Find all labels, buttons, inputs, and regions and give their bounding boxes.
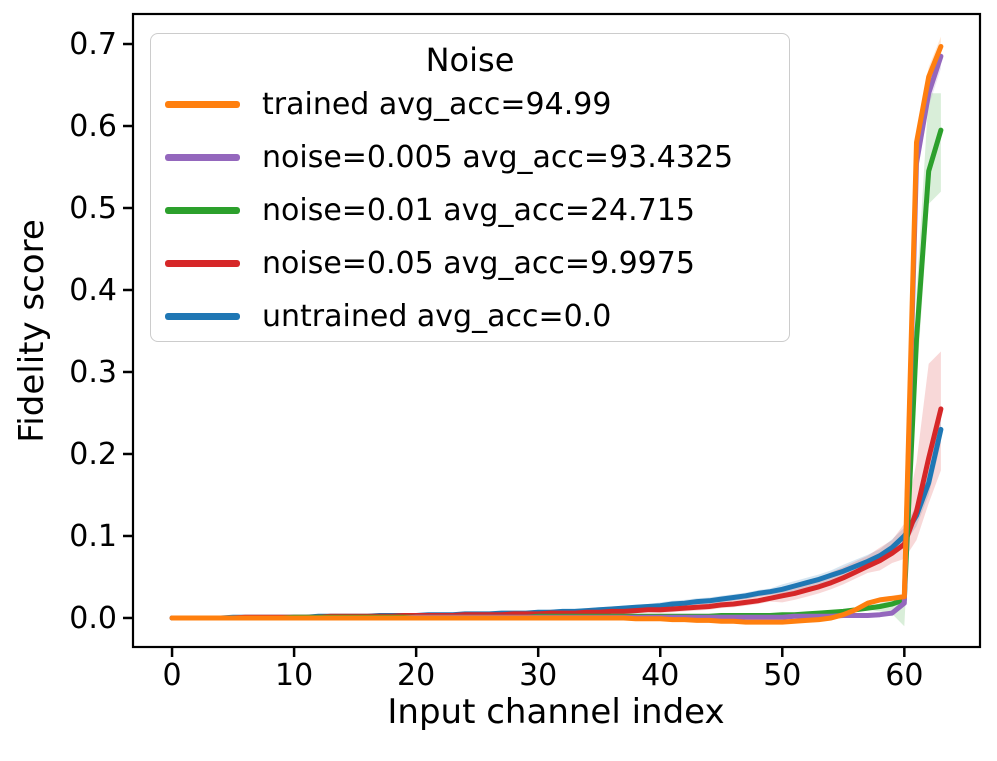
legend-entry-untrained: untrained avg_acc=0.0 bbox=[161, 290, 779, 343]
x-tick-label: 30 bbox=[519, 658, 557, 693]
legend: Noise trained avg_acc=94.99 noise=0.005 a… bbox=[150, 33, 790, 342]
noise_0_01-legend-swatch bbox=[165, 207, 240, 214]
legend-entry-noise_0_05: noise=0.05 avg_acc=9.9975 bbox=[161, 237, 779, 290]
x-axis-label: Input channel index bbox=[387, 692, 725, 732]
legend-entry-noise_0_005: noise=0.005 avg_acc=93.4325 bbox=[161, 131, 779, 184]
y-tick-label: 0.0 bbox=[69, 601, 117, 636]
x-tick-label: 50 bbox=[763, 658, 801, 693]
trained-legend-swatch bbox=[165, 101, 240, 108]
y-tick-label: 0.4 bbox=[69, 273, 117, 308]
legend-title: Noise bbox=[425, 41, 515, 79]
y-axis-label: Fidelity score bbox=[12, 219, 52, 443]
noise_0_05-legend-label: noise=0.05 avg_acc=9.9975 bbox=[262, 245, 695, 281]
y-tick-label: 0.2 bbox=[69, 437, 117, 472]
noise_0_05-line bbox=[169, 406, 944, 621]
trained-line bbox=[169, 44, 944, 625]
legend-entry-noise_0_01: noise=0.01 avg_acc=24.715 bbox=[161, 184, 779, 237]
y-tick-label: 0.6 bbox=[69, 109, 117, 144]
noise_0_05-legend-swatch bbox=[165, 260, 240, 267]
y-tick-label: 0.7 bbox=[69, 27, 117, 62]
y-tick-label: 0.3 bbox=[69, 355, 117, 390]
x-tick-label: 10 bbox=[275, 658, 313, 693]
noise_0_005-legend-label: noise=0.005 avg_acc=93.4325 bbox=[262, 139, 734, 175]
y-tick-label: 0.5 bbox=[69, 191, 117, 226]
plot-frame bbox=[131, 12, 982, 649]
legend-entries: trained avg_acc=94.99 noise=0.005 avg_acc… bbox=[161, 78, 779, 343]
x-tick-label: 40 bbox=[641, 658, 679, 693]
noise_0_01-legend-label: noise=0.01 avg_acc=24.715 bbox=[262, 192, 695, 228]
untrained-legend-label: untrained avg_acc=0.0 bbox=[262, 298, 612, 334]
y-tick-label: 0.1 bbox=[69, 519, 117, 554]
untrained-legend-swatch bbox=[165, 313, 240, 320]
legend-entry-trained: trained avg_acc=94.99 bbox=[161, 78, 779, 131]
x-tick-label: 0 bbox=[163, 658, 182, 693]
x-tick-label: 20 bbox=[397, 658, 435, 693]
noise_0_005-legend-swatch bbox=[165, 154, 240, 161]
x-tick-label: 60 bbox=[885, 658, 923, 693]
trained-legend-label: trained avg_acc=94.99 bbox=[262, 86, 612, 122]
